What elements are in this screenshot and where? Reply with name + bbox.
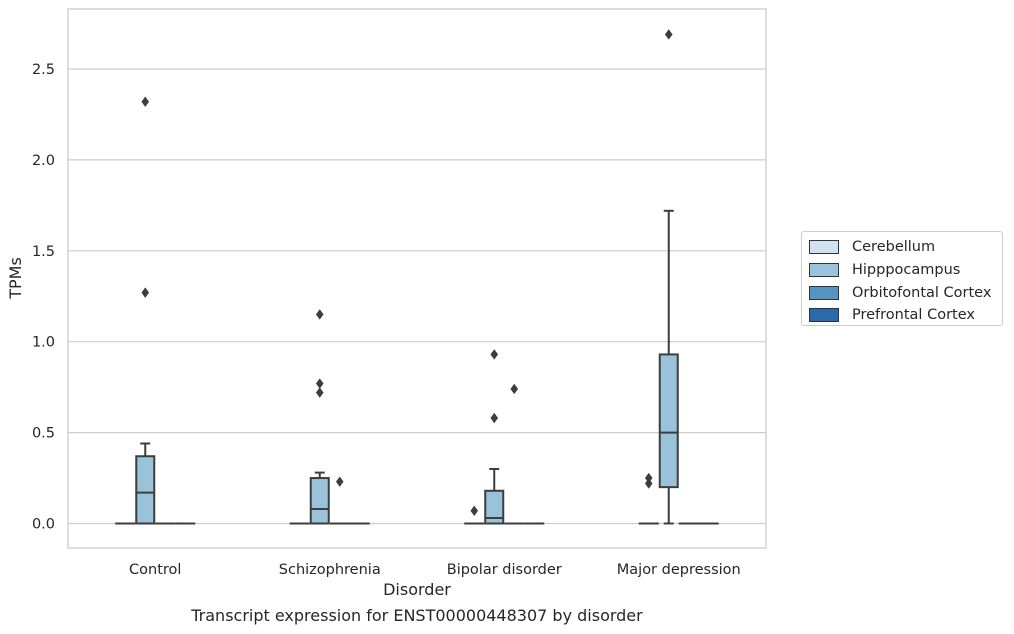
outlier-point — [470, 505, 479, 516]
x-tick-label: Schizophrenia — [279, 562, 381, 578]
y-tick-label: 0.0 — [32, 517, 55, 533]
legend-swatch — [809, 308, 839, 323]
box-hipppocampus — [309, 309, 330, 525]
legend-label: Cerebellum — [852, 239, 936, 256]
y-tick-label: 1.5 — [32, 244, 55, 260]
y-tick-labels: 0.0 0.5 1.0 1.5 2.0 2.5 — [32, 62, 55, 533]
legend-label: Orbitofontal Cortex — [852, 284, 992, 301]
outlier-point — [315, 387, 324, 398]
y-tick-label: 2.0 — [32, 153, 55, 169]
x-tick-label: Bipolar disorder — [447, 562, 562, 578]
box-body — [484, 489, 505, 525]
box-cerebellum — [464, 505, 485, 525]
outlier-point — [335, 476, 344, 487]
x-tick-labels: Control Schizophrenia Bipolar disorder Majo… — [129, 562, 741, 578]
box-series — [115, 29, 719, 525]
legend: Cerebellum Hipppocampus Orbitofontal Cor… — [801, 231, 1003, 326]
legend-item-cerebellum: Cerebellum — [809, 236, 1002, 259]
box-hipppocampus — [135, 96, 156, 525]
legend-item-hippocampus: Hipppocampus — [809, 259, 1002, 282]
legend-swatch — [809, 285, 839, 300]
x-axis-label: Disorder — [383, 580, 451, 599]
box-hipppocampus — [658, 29, 679, 525]
outlier-point — [644, 472, 653, 484]
box-hipppocampus — [484, 349, 505, 525]
legend-swatch — [809, 263, 839, 278]
chart-caption: Transcript expression for ENST0000044830… — [191, 606, 643, 625]
legend-swatch — [809, 240, 839, 255]
outlier-point — [315, 378, 324, 389]
outlier-point — [664, 29, 673, 40]
outlier-point — [644, 478, 653, 489]
y-tick-label: 1.0 — [32, 335, 55, 351]
legend-label: Prefrontal Cortex — [852, 307, 975, 324]
outlier-point — [490, 412, 499, 424]
outlier-point — [510, 383, 519, 395]
x-tick-label: Major depression — [617, 562, 741, 578]
y-tick-label: 0.5 — [32, 426, 55, 442]
y-tick-label: 2.5 — [32, 62, 55, 78]
box-body — [135, 455, 156, 525]
x-tick-label: Control — [129, 562, 181, 578]
box-orbitofontal-cortex — [329, 476, 350, 525]
box-body — [309, 477, 330, 525]
outlier-point — [490, 349, 499, 360]
box-cerebellum — [638, 472, 659, 525]
plot-frame — [67, 8, 767, 549]
outlier-point — [141, 96, 150, 107]
box-body — [658, 353, 679, 489]
y-axis-label: TPMs — [6, 257, 25, 300]
outlier-point — [315, 309, 324, 320]
legend-item-prefrontal-cortex: Prefrontal Cortex — [809, 304, 1002, 327]
box-orbitofontal-cortex — [504, 383, 525, 525]
outlier-point — [141, 287, 150, 298]
legend-label: Hipppocampus — [852, 262, 961, 279]
legend-item-orbitofrontal-cortex: Orbitofontal Cortex — [809, 281, 1002, 304]
